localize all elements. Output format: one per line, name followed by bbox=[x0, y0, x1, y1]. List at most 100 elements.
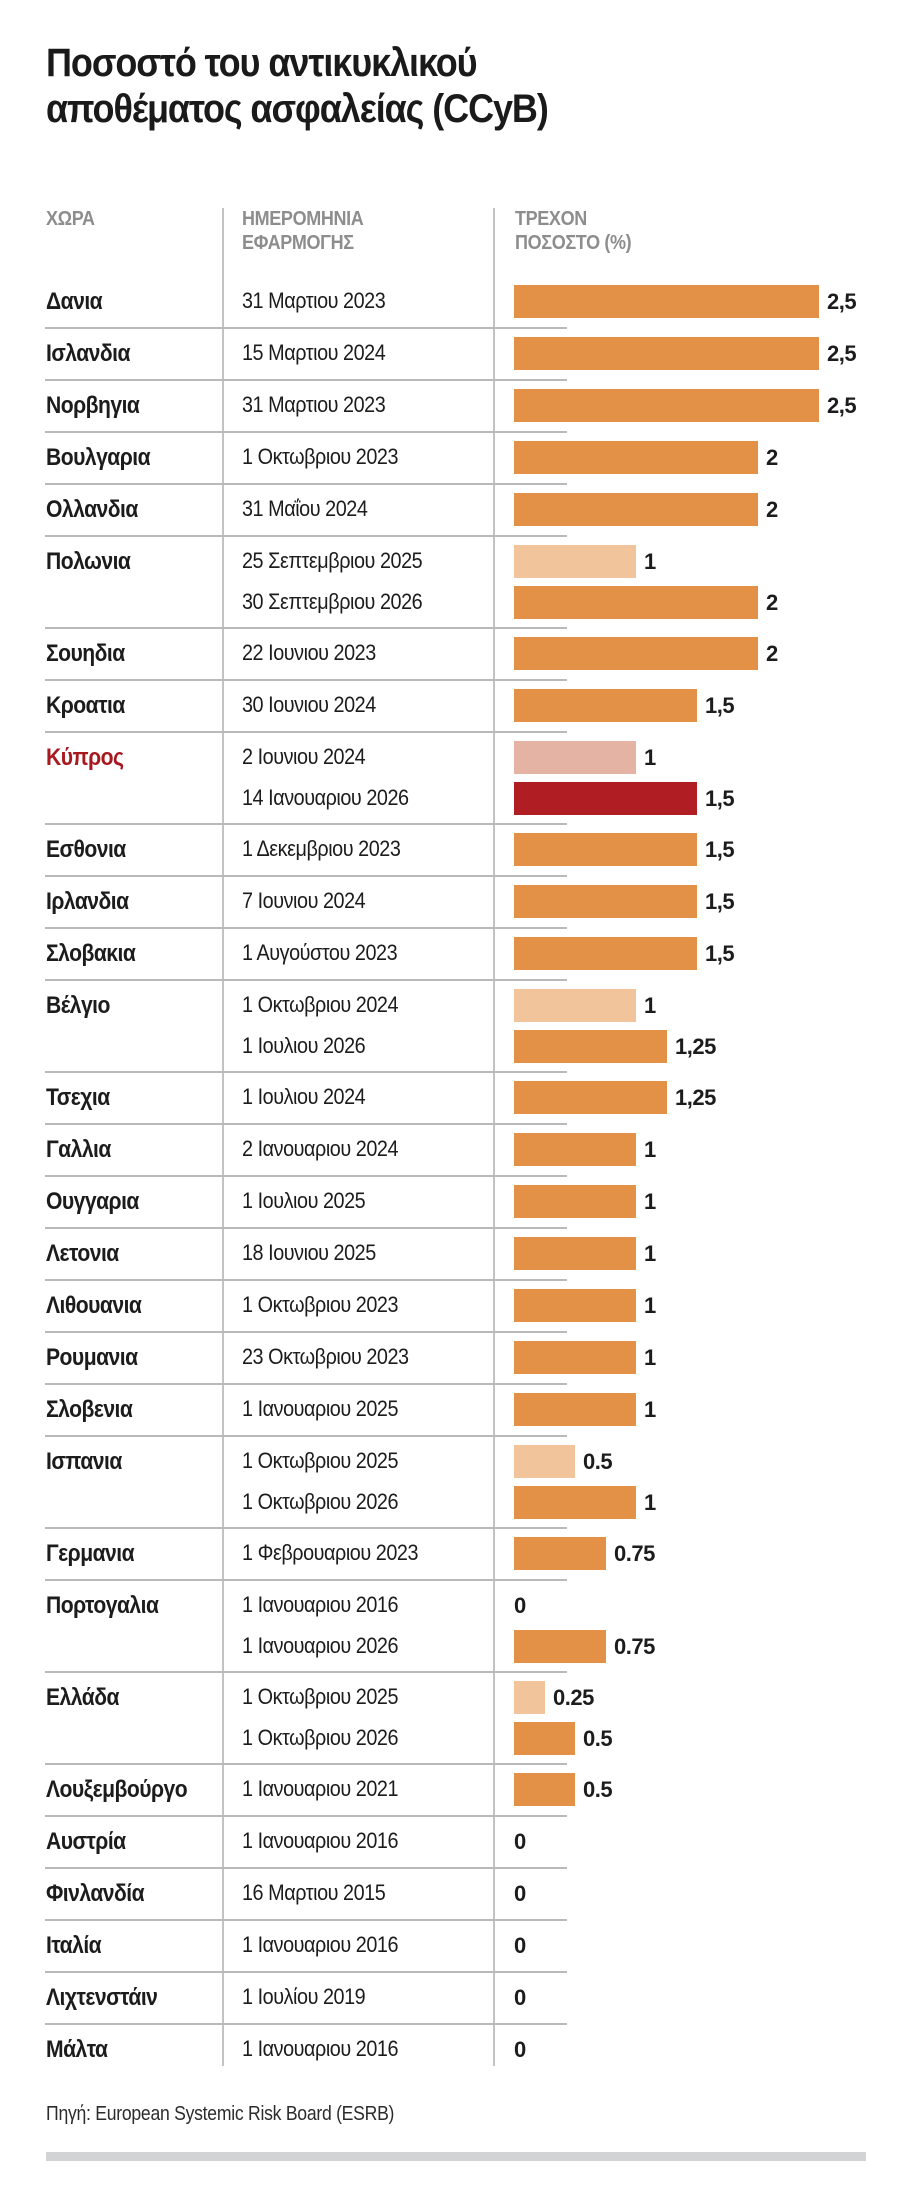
row-divider bbox=[45, 627, 567, 629]
rate-bar-current bbox=[514, 389, 819, 422]
table-row: Σλοβενια 1 Ιανουαριου 2025 1 bbox=[0, 1383, 900, 1436]
column-header-country: ΧΩΡΑ bbox=[46, 207, 95, 231]
table-row: Πορτογαλια 1 Ιανουαριου 2016 0 1 Ιανουαριου… bbox=[0, 1579, 900, 1672]
rate-bar-upcoming bbox=[514, 1445, 575, 1478]
country-name: Ουγγαρια bbox=[46, 1188, 139, 1215]
country-name: Ισλανδια bbox=[46, 340, 131, 367]
row-divider bbox=[45, 979, 567, 981]
application-date: 1 Αυγούστου 2023 bbox=[242, 940, 398, 965]
table-row: Κροατια 30 Ιουνιου 2024 1,5 bbox=[0, 679, 900, 732]
country-name: Ιρλανδια bbox=[46, 888, 129, 915]
country-name: Σλοβενια bbox=[46, 1396, 133, 1423]
rate-value-label: 0 bbox=[514, 1593, 526, 1618]
rate-bar-current bbox=[514, 885, 697, 918]
rate-value-label: 0.5 bbox=[583, 1449, 613, 1474]
table-row: Τσεχια 1 Ιουλιου 2024 1,25 bbox=[0, 1071, 900, 1124]
rate-value-label: 1 bbox=[644, 1241, 656, 1266]
application-date: 31 Μαρτιου 2023 bbox=[242, 288, 386, 313]
rate-value-label: 0.5 bbox=[583, 1726, 613, 1751]
row-divider bbox=[45, 927, 567, 929]
country-name: Βέλγιο bbox=[46, 992, 110, 1019]
application-date: 22 Ιουνιου 2023 bbox=[242, 640, 376, 665]
rate-value-label: 1,5 bbox=[705, 786, 735, 811]
rate-value-label: 2 bbox=[766, 445, 778, 470]
application-date: 25 Σεπτεμβριου 2025 bbox=[242, 548, 423, 573]
column-header-date-line-1: ΗΜΕΡΟΜΗΝΙΑ bbox=[242, 208, 364, 230]
rate-value-label: 0 bbox=[514, 1933, 526, 1958]
rate-bar-current bbox=[514, 285, 819, 318]
country-name: Σλοβακια bbox=[46, 940, 136, 967]
application-date: 2 Ιανουαριου 2024 bbox=[242, 1136, 399, 1161]
application-date: 15 Μαρτιου 2024 bbox=[242, 340, 386, 365]
row-divider bbox=[45, 431, 567, 433]
rate-bar-current bbox=[514, 1773, 575, 1806]
rate-bar-upcoming bbox=[514, 1681, 545, 1714]
column-header-date: ΗΜΕΡΟΜΗΝΙΑ ΕΦΑΡΜΟΓΗΣ bbox=[242, 207, 364, 255]
row-divider bbox=[45, 1227, 567, 1229]
rate-value-label: 1 bbox=[644, 1293, 656, 1318]
rate-value-label: 1 bbox=[644, 549, 656, 574]
application-date: 31 Μαΐου 2024 bbox=[242, 496, 368, 521]
application-date: 1 Ιανουαριου 2021 bbox=[242, 1776, 399, 1801]
rate-value-label: 0.75 bbox=[614, 1541, 655, 1566]
country-name: Κύπρος bbox=[46, 744, 124, 771]
application-date: 30 Σεπτεμβριου 2026 bbox=[242, 589, 423, 614]
table-row: Αυστρία 1 Ιανουαριου 2016 0 bbox=[0, 1815, 900, 1868]
table-row: Φινλανδία 16 Μαρτιου 2015 0 bbox=[0, 1867, 900, 1920]
rate-bar-current bbox=[514, 1722, 575, 1755]
rate-value-label: 2,5 bbox=[827, 341, 857, 366]
application-date: 1 Οκτωβριου 2025 bbox=[242, 1448, 399, 1473]
rate-value-label: 0 bbox=[514, 1985, 526, 2010]
title-line-1: Ποσοστό του αντικυκλικού bbox=[46, 41, 478, 85]
row-divider bbox=[45, 1919, 567, 1921]
column-header-date-line-2: ΕΦΑΡΜΟΓΗΣ bbox=[242, 232, 354, 254]
country-name: Αυστρία bbox=[46, 1828, 126, 1855]
rate-bar-current bbox=[514, 1537, 606, 1570]
row-divider bbox=[45, 1815, 567, 1817]
row-divider bbox=[45, 823, 567, 825]
row-divider bbox=[45, 1527, 567, 1529]
application-date: 1 Οκτωβριου 2026 bbox=[242, 1725, 399, 1750]
table-row: Ολλανδια 31 Μαΐου 2024 2 bbox=[0, 483, 900, 536]
rate-bar-current bbox=[514, 1081, 667, 1114]
application-date: 1 Οκτωβριου 2025 bbox=[242, 1684, 399, 1709]
row-divider bbox=[45, 483, 567, 485]
application-date: 1 Ιουλιου 2025 bbox=[242, 1188, 366, 1213]
country-name: Γερμανια bbox=[46, 1540, 135, 1567]
table-row: Γαλλια 2 Ιανουαριου 2024 1 bbox=[0, 1123, 900, 1176]
row-divider bbox=[45, 379, 567, 381]
rate-value-label: 1 bbox=[644, 993, 656, 1018]
rate-value-label: 0.5 bbox=[583, 1777, 613, 1802]
rate-value-label: 0 bbox=[514, 1829, 526, 1854]
table-row: Ελλάδα 1 Οκτωβριου 2025 0.25 1 Οκτωβριου 20… bbox=[0, 1671, 900, 1764]
row-divider bbox=[45, 1971, 567, 1973]
country-name: Ισπανια bbox=[46, 1448, 122, 1475]
row-divider bbox=[45, 1175, 567, 1177]
table-row: Γερμανια 1 Φεβρουαριου 2023 0.75 bbox=[0, 1527, 900, 1580]
table-row: Ιρλανδια 7 Ιουνιου 2024 1,5 bbox=[0, 875, 900, 928]
application-date: 1 Ιανουαριου 2016 bbox=[242, 1592, 399, 1617]
rate-bar-current bbox=[514, 441, 758, 474]
country-name: Δανια bbox=[46, 288, 103, 315]
application-date: 1 Ιανουαριου 2016 bbox=[242, 1932, 399, 1957]
rate-value-label: 0 bbox=[514, 2037, 526, 2062]
country-name: Σουηδια bbox=[46, 640, 125, 667]
row-divider bbox=[45, 1763, 567, 1765]
application-date: 1 Φεβρουαριου 2023 bbox=[242, 1540, 419, 1565]
rate-bar-current bbox=[514, 637, 758, 670]
rate-bar-current bbox=[514, 493, 758, 526]
row-divider bbox=[45, 1867, 567, 1869]
rate-value-label: 1,5 bbox=[705, 693, 735, 718]
rate-bar-upcoming bbox=[514, 989, 636, 1022]
rate-value-label: 1 bbox=[644, 1137, 656, 1162]
row-divider bbox=[45, 1123, 567, 1125]
row-divider bbox=[45, 1383, 567, 1385]
row-divider bbox=[45, 1435, 567, 1437]
row-divider bbox=[45, 1071, 567, 1073]
application-date: 1 Ιουλιου 2026 bbox=[242, 1033, 366, 1058]
application-date: 1 Ιανουαριου 2016 bbox=[242, 1828, 399, 1853]
title-line-2: αποθέματος ασφαλείας (CCyB) bbox=[46, 87, 549, 131]
rate-value-label: 0.25 bbox=[553, 1685, 594, 1710]
table-row: Μάλτα 1 Ιανουαριου 2016 0 bbox=[0, 2023, 900, 2076]
rate-value-label: 1,5 bbox=[705, 889, 735, 914]
